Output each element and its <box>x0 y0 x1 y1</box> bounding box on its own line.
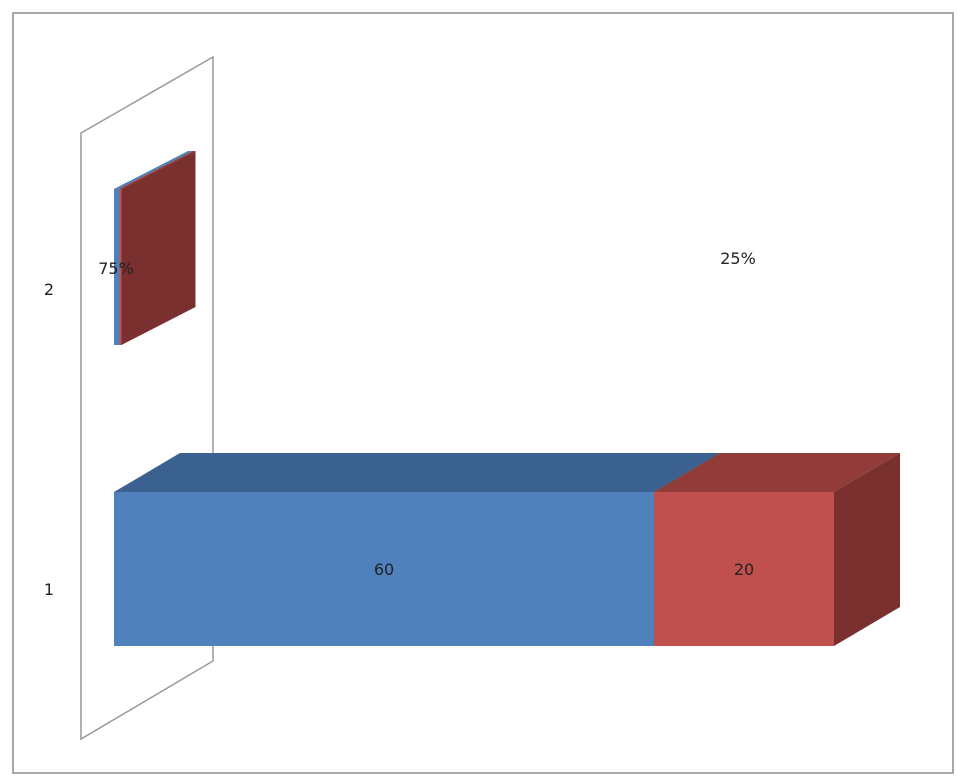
data-label-category-1-series-1: 60 <box>374 560 394 579</box>
data-label-category-1-series-2: 20 <box>734 560 754 579</box>
bar-category-1-series-1-front-face <box>114 492 654 646</box>
bar-category-2-series-1-top-face <box>114 151 193 189</box>
bar-category-1-series-1-top-face <box>114 453 720 492</box>
bar-category-1-series-2 <box>654 453 900 646</box>
bar-category-1-series-2-top-face <box>654 453 900 492</box>
category-axis-labels: 12 <box>44 280 54 599</box>
bar-category-1-series-2-front-face <box>654 492 834 646</box>
axis-wall <box>80 55 214 741</box>
bar-category-2-series-1 <box>114 189 120 345</box>
chart-border <box>12 12 954 774</box>
labels-layer: 60 20 75% 25% <box>98 249 756 579</box>
data-label-category-2-series-1: 75% <box>98 259 134 278</box>
bar-category-2-series-2-front-face <box>118 189 122 345</box>
bar-category-1-series-1 <box>114 453 720 646</box>
category-label-2: 2 <box>44 280 54 299</box>
bar-category-2-series-2-top-face <box>118 151 196 189</box>
category-label-1: 1 <box>44 580 54 599</box>
bar-category-1-series-2-side-face <box>834 453 900 646</box>
bars-layer <box>114 151 900 646</box>
bar-category-2-series-2 <box>118 151 196 345</box>
bar-category-2-series-2-side-face <box>121 151 196 345</box>
data-label-category-2-series-2: 25% <box>720 249 756 268</box>
